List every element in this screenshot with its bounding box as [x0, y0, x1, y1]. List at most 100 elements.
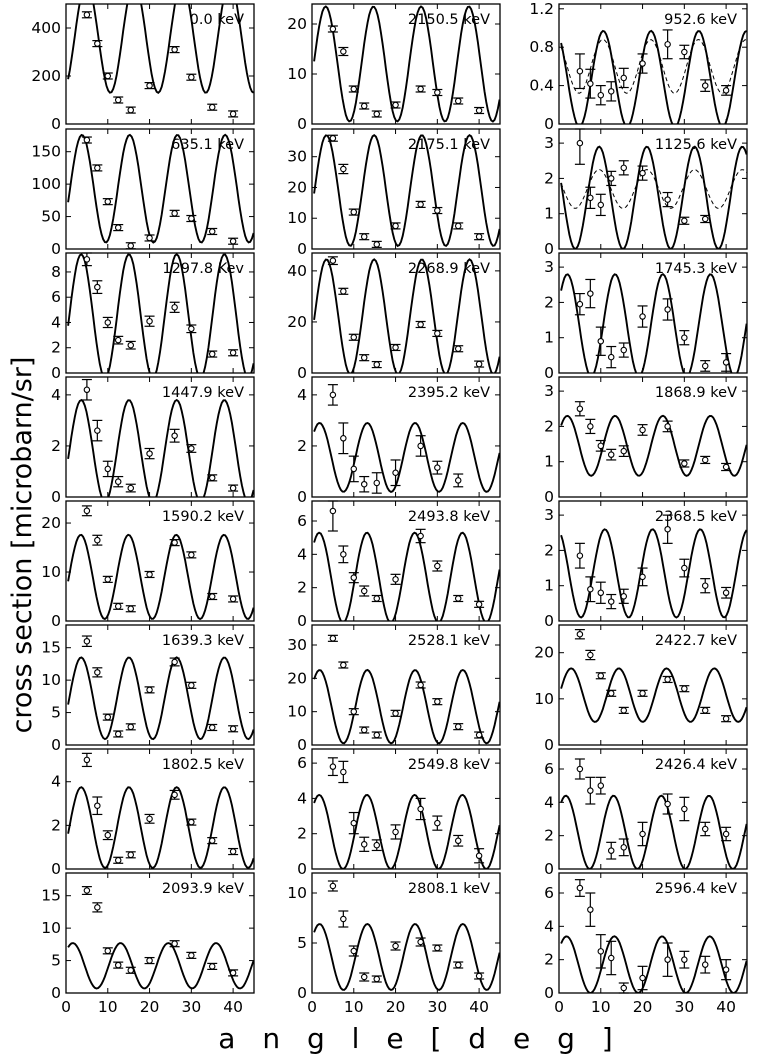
energy-label: 2093.9 keV	[162, 881, 244, 897]
data-marker	[722, 589, 730, 597]
data-marker	[434, 562, 441, 570]
data-marker	[475, 360, 483, 368]
y-tick-label: 0	[297, 364, 307, 382]
data-marker	[597, 91, 605, 99]
data-marker	[607, 353, 615, 361]
energy-label: 1447.9 keV	[162, 385, 244, 401]
y-tick-label: 2	[297, 825, 307, 843]
data-point	[125, 483, 136, 493]
data-marker	[373, 841, 381, 849]
data-point	[186, 818, 197, 826]
data-marker	[360, 587, 368, 595]
data-marker	[127, 605, 135, 613]
data-marker	[587, 906, 594, 913]
data-marker	[171, 210, 178, 217]
data-marker	[340, 165, 347, 173]
panel-frame	[65, 624, 255, 746]
data-marker	[127, 723, 135, 731]
data-point	[585, 68, 596, 99]
panel-frame	[558, 500, 748, 622]
data-point	[338, 422, 349, 455]
panel-frame	[65, 252, 255, 374]
data-point	[113, 475, 124, 488]
y-tick-label: 10	[41, 563, 61, 581]
data-marker	[454, 961, 462, 969]
data-point	[169, 301, 180, 313]
data-marker	[392, 942, 399, 950]
data-point	[453, 345, 464, 353]
data-point	[338, 46, 349, 57]
data-marker	[701, 362, 709, 370]
data-marker	[392, 222, 399, 230]
x-tick-label: 20	[633, 998, 653, 1016]
panel-frame	[65, 128, 255, 250]
data-point	[348, 455, 359, 483]
data-point	[415, 797, 426, 821]
data-point	[338, 545, 349, 564]
data-marker	[350, 947, 358, 955]
fit-curve	[67, 133, 254, 244]
data-point	[585, 418, 596, 435]
fit-curve	[560, 667, 747, 723]
panel-frame	[311, 624, 501, 746]
data-point	[637, 165, 648, 181]
data-marker	[104, 576, 112, 583]
data-marker	[681, 217, 688, 225]
y-tick-label: 150	[31, 143, 61, 161]
data-marker	[701, 825, 709, 833]
data-marker	[360, 480, 368, 488]
data-point	[721, 715, 732, 723]
energy-label: 2549.8 keV	[408, 757, 490, 773]
data-marker	[350, 465, 358, 473]
data-point	[81, 136, 92, 144]
data-point	[359, 354, 370, 362]
data-marker	[454, 837, 462, 845]
data-point	[359, 233, 370, 241]
energy-label: 1590.2 keV	[162, 509, 244, 525]
data-point	[207, 837, 218, 845]
data-marker	[360, 102, 368, 110]
data-marker	[340, 288, 347, 295]
data-point	[662, 191, 673, 208]
y-tick-label: 10	[41, 919, 61, 937]
data-marker	[664, 41, 671, 48]
data-point	[700, 214, 711, 224]
data-marker	[681, 48, 688, 56]
energy-label: 2368.5 keV	[655, 509, 737, 525]
data-point	[662, 298, 673, 321]
energy-label: 1297.8 Kev	[162, 261, 244, 277]
data-marker	[208, 228, 216, 235]
data-marker	[360, 973, 368, 981]
data-marker	[597, 442, 605, 450]
data-point	[415, 681, 426, 689]
data-marker	[208, 350, 216, 358]
y-tick-label: 10	[534, 690, 554, 708]
panel-frame	[558, 872, 748, 994]
data-marker	[188, 73, 195, 81]
data-marker	[639, 573, 646, 581]
data-point	[618, 838, 629, 857]
data-marker	[639, 690, 646, 697]
data-marker	[329, 25, 337, 33]
data-point	[606, 593, 617, 610]
data-point	[415, 435, 426, 457]
data-marker	[146, 450, 153, 457]
y-tick-label: 20	[287, 178, 307, 196]
data-point	[432, 460, 443, 475]
data-point	[186, 324, 197, 334]
y-tick-label: 0	[544, 612, 554, 630]
data-marker	[146, 317, 153, 325]
data-marker	[350, 708, 358, 715]
panel-19: 0 2 4 1802.5 keV	[51, 748, 255, 878]
data-marker	[392, 576, 399, 583]
data-marker	[681, 956, 688, 963]
data-marker	[340, 661, 347, 669]
data-point	[700, 360, 711, 372]
data-marker	[208, 837, 216, 844]
data-point	[207, 592, 218, 601]
fit-curve	[560, 29, 747, 124]
panel-12: 0 1 2 3 1868.9 keV	[544, 376, 748, 506]
data-marker	[127, 106, 135, 114]
data-point	[700, 578, 711, 594]
data-point	[102, 830, 113, 841]
